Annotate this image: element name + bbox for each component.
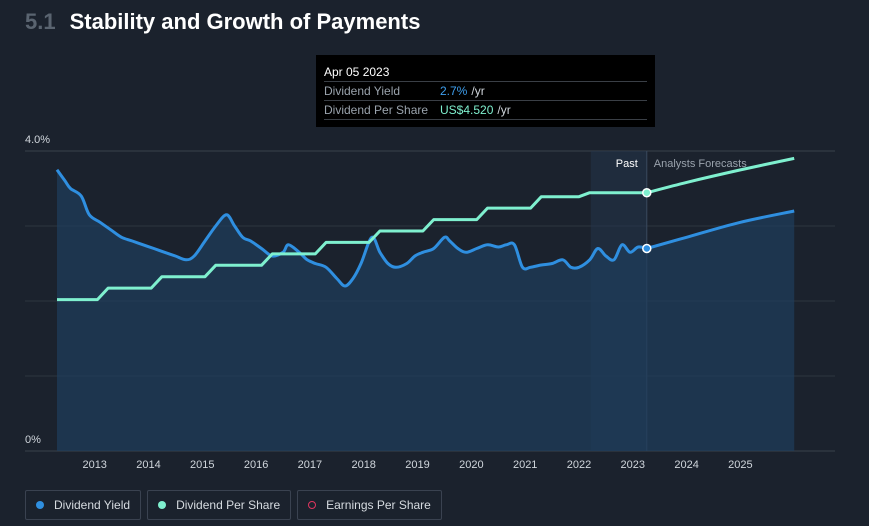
legend-label-dividend-yield: Dividend Yield <box>54 498 131 512</box>
x-tick-label-2021: 2021 <box>513 459 537 471</box>
earnings-per-share-dot-icon <box>308 501 317 509</box>
x-tick-label-2013: 2013 <box>82 459 106 471</box>
y-tick-label-top: 4.0% <box>25 134 50 146</box>
dividend-per-share-forecast-line <box>646 156 795 195</box>
x-tick-label-2023: 2023 <box>621 459 645 471</box>
dividend-chart: 4.0% 0% Past Analysts Forecasts 2013 2014 2015… <box>25 134 835 471</box>
x-tick-label-2015: 2015 <box>190 459 214 471</box>
chart-tooltip: Apr 05 2023 Dividend Yield 2.7% /yr Divi… <box>316 55 655 127</box>
tooltip-row-yield: Dividend Yield 2.7% /yr <box>324 82 647 101</box>
y-tick-label-bottom: 0% <box>25 434 41 446</box>
tooltip-dps-unit: /yr <box>497 103 511 117</box>
section-number: 5.1 <box>25 9 56 34</box>
past-region-label: Past <box>616 158 638 170</box>
tooltip-dps-label: Dividend Per Share <box>324 103 429 117</box>
x-tick-label-2018: 2018 <box>351 459 375 471</box>
dividend-per-share-marker <box>642 187 652 198</box>
tooltip-dps-value: US$4.520 <box>440 103 494 117</box>
x-tick-label-2022: 2022 <box>567 459 591 471</box>
tooltip-date: Apr 05 2023 <box>324 63 647 82</box>
x-tick-label-2014: 2014 <box>136 459 160 471</box>
page-title: Stability and Growth of Payments <box>69 9 421 34</box>
forecast-region-label: Analysts Forecasts <box>654 158 747 170</box>
x-tick-label-2016: 2016 <box>244 459 268 471</box>
legend-label-earnings-per-share: Earnings Per Share <box>326 498 431 512</box>
dividend-per-share-dot-icon <box>158 501 167 509</box>
tooltip-yield-label: Dividend Yield <box>324 84 401 98</box>
dividend-yield-marker <box>642 243 652 254</box>
tooltip-row-dps: Dividend Per Share US$4.520 /yr <box>324 101 647 120</box>
tooltip-yield-unit: /yr <box>471 84 485 98</box>
dividend-per-share-line <box>57 191 647 302</box>
x-tick-label-2020: 2020 <box>459 459 483 471</box>
tooltip-yield-value: 2.7% <box>440 84 468 98</box>
legend-toggle-dividend-per-share[interactable]: Dividend Per Share <box>147 490 292 520</box>
dividend-yield-area <box>57 169 795 452</box>
legend-label-dividend-per-share: Dividend Per Share <box>176 498 281 512</box>
legend-toggle-dividend-yield[interactable]: Dividend Yield <box>25 490 142 520</box>
dividend-yield-line <box>55 168 648 288</box>
dividend-yield-forecast-line <box>646 209 795 250</box>
x-tick-label-2019: 2019 <box>405 459 429 471</box>
section-header: 5.1 Stability and Growth of Payments <box>25 9 420 39</box>
dividend-yield-dot-icon <box>36 501 44 509</box>
x-tick-label-2024: 2024 <box>674 459 698 471</box>
legend-toggle-earnings-per-share[interactable]: Earnings Per Share <box>297 490 442 520</box>
x-tick-label-2017: 2017 <box>298 459 322 471</box>
x-tick-label-2025: 2025 <box>728 459 752 471</box>
chart-legend: Dividend Yield Dividend Per Share Earnin… <box>25 490 442 520</box>
